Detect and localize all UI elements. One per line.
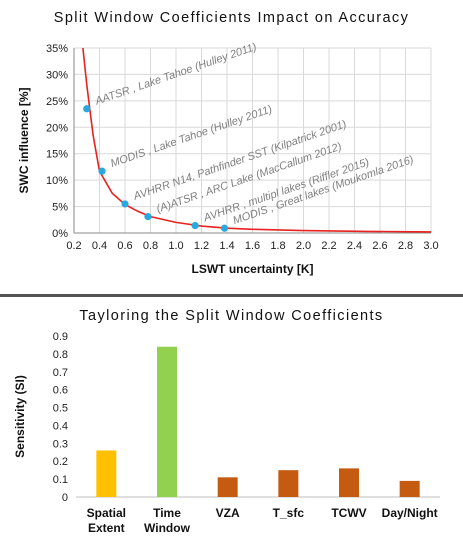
y-tick-label: 5% <box>52 202 68 214</box>
y-tick-label: 0 <box>62 492 68 504</box>
data-point-label: MODIS , Great lakes (Moukomla 2016) <box>232 154 416 227</box>
bar <box>399 480 420 497</box>
x-tick-label: 1.6 <box>245 240 260 252</box>
x-tick-label: 1.2 <box>194 240 209 252</box>
category-label: VZA <box>216 506 240 520</box>
y-tick-label: 30% <box>46 69 68 81</box>
y-tick-label: 0.2 <box>53 456 68 468</box>
x-tick-label: 1.4 <box>219 240 234 252</box>
accuracy-chart-panel: Split Window Coefficients Impact on Accu… <box>17 10 439 276</box>
x-tick-label: 2.6 <box>372 240 387 252</box>
data-point <box>121 200 129 208</box>
bar <box>157 346 177 497</box>
category-label: Time <box>153 506 181 520</box>
x-tick-label: 0.4 <box>92 240 107 252</box>
y-tick-label: 0.6 <box>53 385 68 397</box>
category-label: Spatial <box>87 506 126 520</box>
sensitivity-chart-title: Tayloring the Split Window Coefficients <box>79 308 384 324</box>
x-tick-label: 0.6 <box>117 240 132 252</box>
data-point <box>83 105 91 113</box>
y-tick-label: 10% <box>46 175 68 187</box>
bar <box>96 450 117 497</box>
y-tick-label: 0% <box>52 228 68 240</box>
y-tick-label: 35% <box>46 43 68 55</box>
y-axis-label: Sensitivity (SI) <box>13 375 27 458</box>
category-label: Extent <box>88 521 125 535</box>
x-tick-label: 3.0 <box>423 240 438 252</box>
category-label: Day/Night <box>382 506 438 520</box>
x-axis-label: LSWT uncertainty [K] <box>192 262 314 276</box>
y-tick-label: 0.1 <box>53 474 68 486</box>
y-axis-label: SWC influence [%] <box>17 87 31 193</box>
y-tick-label: 0.9 <box>53 331 68 343</box>
category-label: Window <box>144 521 191 535</box>
x-tick-label: 1.0 <box>168 240 183 252</box>
y-tick-label: 0.8 <box>53 349 68 361</box>
x-tick-label: 2.4 <box>347 240 362 252</box>
category-label: T_sfc <box>273 506 305 520</box>
y-tick-label: 25% <box>46 96 68 108</box>
bar <box>217 477 238 497</box>
accuracy-chart-title: Split Window Coefficients Impact on Accu… <box>53 10 410 26</box>
y-tick-label: 0.7 <box>53 367 68 379</box>
data-point <box>191 222 199 230</box>
y-tick-label: 20% <box>46 122 68 134</box>
x-tick-label: 0.2 <box>66 240 81 252</box>
accuracy-line-chart: 0% 5% 10% 15% 20% 25% 30% 35% 0.2 0.4 0.6 0.8 1.0 1.2… <box>17 41 439 276</box>
data-point <box>98 167 106 175</box>
x-tick-label: 1.8 <box>270 240 285 252</box>
data-point <box>220 224 229 232</box>
category-label: TCWV <box>331 506 366 520</box>
x-tick-label: 2.8 <box>398 240 413 252</box>
x-tick-label: 0.8 <box>143 240 158 252</box>
panel-divider <box>0 294 463 297</box>
bar <box>339 468 359 497</box>
x-tick-label: 2.0 <box>296 240 311 252</box>
y-tick-label: 0.4 <box>53 420 68 432</box>
y-tick-label: 15% <box>46 149 68 161</box>
sensitivity-bar-chart: 0 0.1 0.2 0.3 0.4 0.5 0.6 0.7 0.8 0.9 Sensitivity … <box>13 331 440 535</box>
x-tick-label: 2.2 <box>321 240 336 252</box>
bar <box>278 470 299 497</box>
data-point <box>144 213 152 221</box>
y-tick-label: 0.5 <box>53 403 68 415</box>
sensitivity-chart-panel: Tayloring the Split Window Coefficients … <box>0 298 463 550</box>
y-tick-label: 0.3 <box>53 438 68 450</box>
